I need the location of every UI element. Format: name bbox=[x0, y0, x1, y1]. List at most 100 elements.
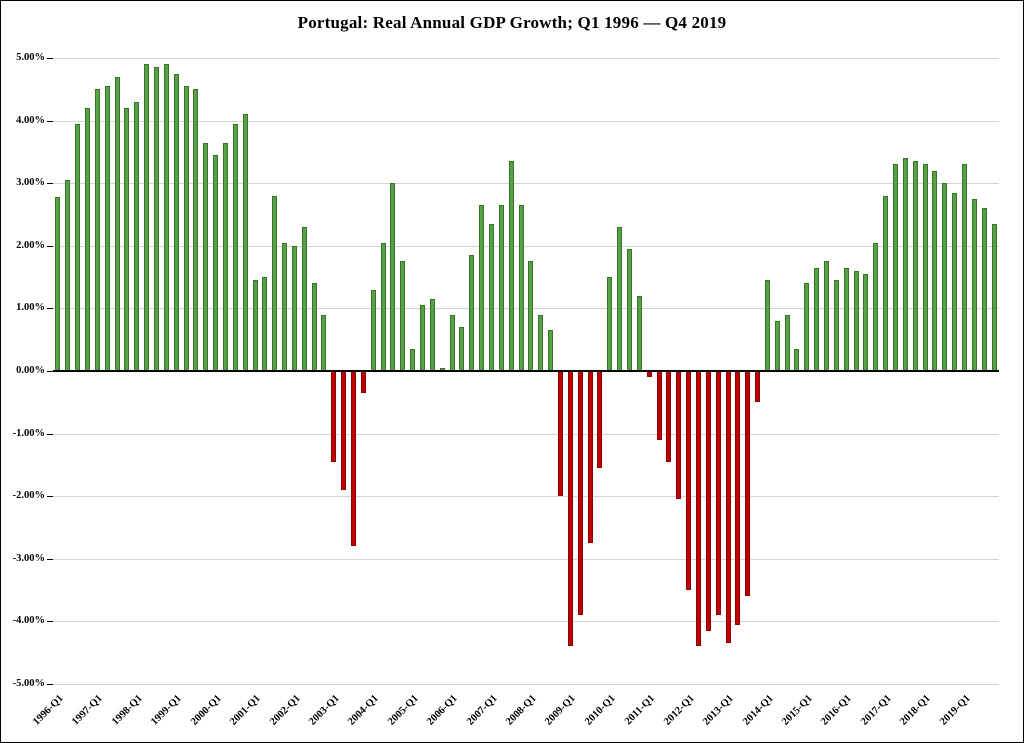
bar-2014-Q1 bbox=[764, 280, 770, 371]
bar-2000-Q4 bbox=[242, 114, 248, 371]
x-axis-tick-label: 2004-Q1 bbox=[346, 693, 382, 728]
x-axis-tick-label: 2011-Q1 bbox=[622, 693, 657, 728]
bar-2008-Q1 bbox=[528, 261, 534, 371]
y-axis-tick bbox=[47, 496, 53, 498]
bar-2000-Q2 bbox=[222, 142, 228, 371]
bar-2010-Q4 bbox=[636, 295, 642, 371]
bar-2015-Q1 bbox=[804, 283, 810, 371]
bar-2005-Q2 bbox=[420, 305, 426, 371]
y-axis-tick-label: 0.00% bbox=[16, 365, 45, 376]
bar-1996-Q1 bbox=[55, 196, 61, 371]
bar-2017-Q4 bbox=[912, 161, 918, 371]
x-axis-tick-label: 2014-Q1 bbox=[740, 693, 776, 728]
y-axis-tick bbox=[47, 183, 53, 185]
chart-title: Portugal: Real Annual GDP Growth; Q1 199… bbox=[297, 13, 727, 32]
x-axis-tick-label: 2000-Q1 bbox=[188, 693, 224, 728]
bar-1996-Q4 bbox=[84, 108, 90, 371]
gridline bbox=[53, 245, 999, 247]
bar-2012-Q4 bbox=[715, 371, 721, 616]
bar-2014-Q2 bbox=[774, 320, 780, 371]
y-axis-tick-label: 3.00% bbox=[16, 177, 45, 189]
y-axis-tick bbox=[47, 371, 53, 372]
x-axis-tick-label: 2005-Q1 bbox=[385, 693, 421, 728]
bar-2017-Q2 bbox=[893, 164, 899, 371]
y-axis-tick bbox=[47, 433, 53, 435]
bar-2018-Q3 bbox=[942, 183, 948, 371]
bar-2007-Q4 bbox=[518, 205, 524, 371]
bar-2002-Q1 bbox=[291, 245, 297, 371]
x-axis-tick-label: 2013-Q1 bbox=[701, 693, 736, 728]
bar-2006-Q2 bbox=[459, 327, 465, 371]
bar-2015-Q4 bbox=[833, 280, 839, 371]
bar-2006-Q3 bbox=[469, 255, 475, 371]
bar-2008-Q4 bbox=[557, 371, 563, 497]
bar-2019-Q2 bbox=[971, 198, 977, 371]
bar-1996-Q3 bbox=[75, 123, 81, 371]
gridline bbox=[53, 58, 999, 59]
bar-2010-Q3 bbox=[626, 248, 632, 371]
bar-2001-Q3 bbox=[272, 195, 278, 371]
bar-2016-Q4 bbox=[873, 242, 879, 371]
bar-1998-Q2 bbox=[144, 64, 150, 371]
bar-1998-Q3 bbox=[153, 67, 159, 371]
bar-2018-Q2 bbox=[932, 170, 938, 371]
y-axis-tick-label: 1.00% bbox=[16, 302, 45, 314]
y-axis-tick bbox=[47, 245, 53, 247]
bar-2011-Q4 bbox=[676, 371, 682, 500]
bar-2015-Q2 bbox=[814, 267, 820, 371]
bar-1998-Q4 bbox=[163, 64, 169, 371]
bar-1997-Q1 bbox=[94, 89, 100, 371]
bar-1998-Q1 bbox=[134, 101, 140, 371]
y-axis-tick-label: -3.00% bbox=[12, 552, 45, 564]
bar-2019-Q1 bbox=[962, 164, 967, 371]
bar-2004-Q4 bbox=[400, 261, 406, 371]
bar-2010-Q2 bbox=[617, 227, 623, 371]
bar-2009-Q1 bbox=[567, 371, 573, 647]
bar-2004-Q1 bbox=[370, 289, 376, 371]
x-axis-tick-label: 1997-Q1 bbox=[70, 693, 106, 728]
bar-2018-Q4 bbox=[952, 192, 958, 371]
bar-2017-Q3 bbox=[902, 158, 908, 371]
bar-2010-Q1 bbox=[607, 277, 613, 371]
bar-2018-Q1 bbox=[922, 164, 928, 371]
y-axis-tick bbox=[47, 308, 53, 310]
x-axis-tick-label: 2018-Q1 bbox=[898, 693, 933, 728]
bar-2009-Q2 bbox=[577, 371, 583, 616]
x-axis-tick-label: 2008-Q1 bbox=[504, 693, 539, 728]
bar-1997-Q3 bbox=[114, 76, 120, 371]
bar-2004-Q2 bbox=[380, 242, 386, 371]
y-axis-tick-label: 4.00% bbox=[16, 114, 45, 126]
y-axis-tick-label: -5.00% bbox=[12, 678, 45, 689]
x-axis-tick-label: 2019-Q1 bbox=[937, 693, 973, 728]
y-axis-tick bbox=[47, 558, 53, 560]
y-axis-tick bbox=[47, 684, 53, 685]
bar-2001-Q2 bbox=[262, 277, 268, 371]
bar-2016-Q3 bbox=[863, 273, 869, 371]
bar-2006-Q1 bbox=[449, 314, 455, 371]
x-axis-tick-label: 1996-Q1 bbox=[31, 693, 66, 728]
bar-2000-Q1 bbox=[213, 155, 219, 371]
x-axis-tick-label: 1999-Q1 bbox=[149, 693, 184, 728]
y-axis-tick-label: -1.00% bbox=[12, 427, 45, 439]
bar-2000-Q3 bbox=[232, 123, 238, 371]
x-axis-tick-label: 2007-Q1 bbox=[464, 693, 500, 728]
y-axis-tick-label: -4.00% bbox=[12, 615, 45, 627]
x-axis: 1996-Q1 1997-Q1 1998-Q1 1999-Q1 2000-Q1 2001-… bbox=[31, 689, 999, 742]
x-axis-tick-label: 1998-Q1 bbox=[109, 693, 145, 728]
x-axis-tick-label: 2009-Q1 bbox=[543, 693, 579, 728]
y-axis-tick-label: -2.00% bbox=[12, 490, 45, 502]
bar-2013-Q1 bbox=[725, 371, 731, 644]
x-axis-tick-label: 2003-Q1 bbox=[307, 693, 342, 728]
gridline bbox=[53, 558, 999, 560]
bar-1999-Q4 bbox=[203, 142, 209, 371]
gridline bbox=[53, 621, 999, 623]
x-axis-tick-label: 2002-Q1 bbox=[267, 693, 303, 728]
y-axis-tick bbox=[47, 621, 53, 623]
bar-2019-Q3 bbox=[981, 208, 987, 371]
bar-1997-Q4 bbox=[124, 108, 130, 371]
plot-area bbox=[53, 58, 999, 685]
bar-2012-Q1 bbox=[686, 371, 692, 591]
x-axis-tick-label: 2010-Q1 bbox=[582, 693, 618, 728]
bar-2007-Q1 bbox=[489, 223, 494, 371]
